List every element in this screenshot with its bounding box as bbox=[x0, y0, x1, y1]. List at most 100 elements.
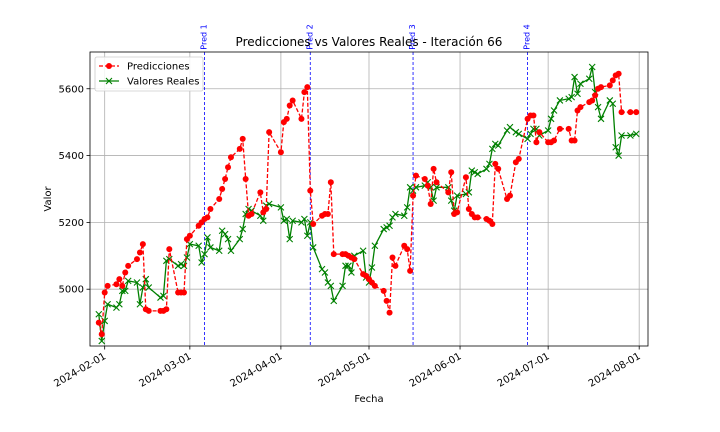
data-point bbox=[588, 63, 596, 71]
data-point bbox=[259, 217, 267, 225]
data-point bbox=[551, 137, 558, 144]
data-point bbox=[310, 221, 317, 228]
data-point bbox=[125, 262, 132, 269]
data-point bbox=[116, 276, 123, 283]
data-point bbox=[530, 112, 537, 119]
data-point bbox=[592, 92, 599, 99]
data-point bbox=[145, 307, 152, 314]
data-point bbox=[301, 215, 308, 223]
data-point bbox=[577, 80, 584, 88]
data-point bbox=[136, 300, 144, 308]
data-point bbox=[574, 90, 581, 98]
prediction-label: Pred 3 bbox=[408, 24, 417, 49]
data-point bbox=[618, 132, 625, 139]
data-point bbox=[180, 289, 187, 296]
data-point bbox=[424, 182, 431, 189]
data-point bbox=[585, 75, 593, 83]
data-point bbox=[345, 262, 352, 270]
data-point bbox=[113, 281, 120, 288]
data-point bbox=[119, 282, 126, 289]
data-point bbox=[277, 203, 285, 211]
data-point bbox=[386, 222, 393, 230]
prediction-markers: Pred 1 Pred 2 Pred 3 Pred 4 bbox=[200, 24, 532, 346]
data-point bbox=[506, 123, 514, 131]
data-point bbox=[221, 230, 229, 238]
data-point bbox=[612, 143, 620, 151]
data-point bbox=[465, 188, 473, 196]
data-point bbox=[486, 160, 493, 168]
data-point bbox=[556, 125, 563, 132]
data-point bbox=[627, 109, 634, 116]
data-point bbox=[351, 256, 358, 263]
data-point bbox=[626, 132, 634, 139]
chart-title: Predicciones vs Valores Reales - Iteraci… bbox=[236, 35, 503, 49]
legend-frame bbox=[94, 56, 204, 92]
data-point bbox=[359, 247, 367, 255]
data-point bbox=[160, 292, 167, 300]
data-point bbox=[201, 250, 208, 258]
data-point bbox=[380, 287, 387, 294]
data-point bbox=[615, 152, 623, 159]
data-point bbox=[324, 211, 331, 218]
data-point bbox=[368, 264, 376, 271]
data-point bbox=[95, 310, 103, 318]
data-point bbox=[533, 139, 540, 146]
data-point bbox=[407, 267, 414, 274]
data-point bbox=[104, 300, 112, 308]
y-tick-label: 5600 bbox=[59, 84, 84, 95]
data-point bbox=[207, 206, 214, 213]
data-point bbox=[239, 135, 246, 142]
data-point bbox=[104, 282, 111, 289]
data-point bbox=[492, 160, 499, 167]
data-point bbox=[386, 309, 393, 316]
data-point bbox=[488, 145, 496, 153]
data-point bbox=[571, 73, 578, 81]
data-point bbox=[495, 165, 502, 172]
data-point bbox=[515, 130, 523, 138]
data-point bbox=[465, 206, 472, 213]
data-point bbox=[286, 235, 294, 243]
data-point bbox=[556, 97, 564, 104]
data-point bbox=[371, 242, 379, 250]
data-point bbox=[283, 215, 291, 223]
data-point bbox=[289, 217, 297, 225]
data-point bbox=[265, 200, 273, 208]
data-point bbox=[309, 244, 317, 251]
data-point bbox=[303, 232, 311, 240]
y-tick-label: 5200 bbox=[59, 218, 84, 229]
data-point bbox=[527, 130, 534, 138]
legend-predicciones-label: Predicciones bbox=[127, 62, 190, 73]
data-point bbox=[95, 319, 102, 326]
data-point bbox=[453, 192, 461, 200]
data-point bbox=[598, 84, 605, 91]
grid bbox=[90, 52, 648, 346]
data-point bbox=[342, 262, 349, 270]
data-point bbox=[236, 145, 243, 152]
data-point bbox=[133, 256, 140, 263]
data-point bbox=[98, 331, 105, 338]
data-point bbox=[224, 235, 232, 243]
data-point bbox=[118, 287, 126, 295]
data-point bbox=[136, 249, 143, 256]
data-point bbox=[506, 192, 513, 199]
data-point bbox=[239, 225, 247, 233]
data-point bbox=[524, 135, 531, 143]
y-tick-label: 5000 bbox=[59, 285, 84, 296]
data-point bbox=[166, 246, 173, 253]
data-point bbox=[327, 179, 334, 186]
data-point bbox=[568, 93, 576, 101]
data-point bbox=[483, 165, 490, 173]
data-point bbox=[227, 247, 235, 255]
data-point bbox=[121, 287, 129, 295]
data-point bbox=[632, 130, 640, 138]
data-point bbox=[444, 183, 452, 191]
data-point bbox=[286, 102, 293, 109]
data-point bbox=[236, 235, 244, 243]
data-point bbox=[122, 269, 129, 276]
data-point bbox=[536, 129, 543, 136]
data-point bbox=[145, 284, 153, 291]
data-point bbox=[277, 149, 284, 156]
data-point bbox=[207, 244, 214, 251]
data-point bbox=[371, 282, 378, 289]
